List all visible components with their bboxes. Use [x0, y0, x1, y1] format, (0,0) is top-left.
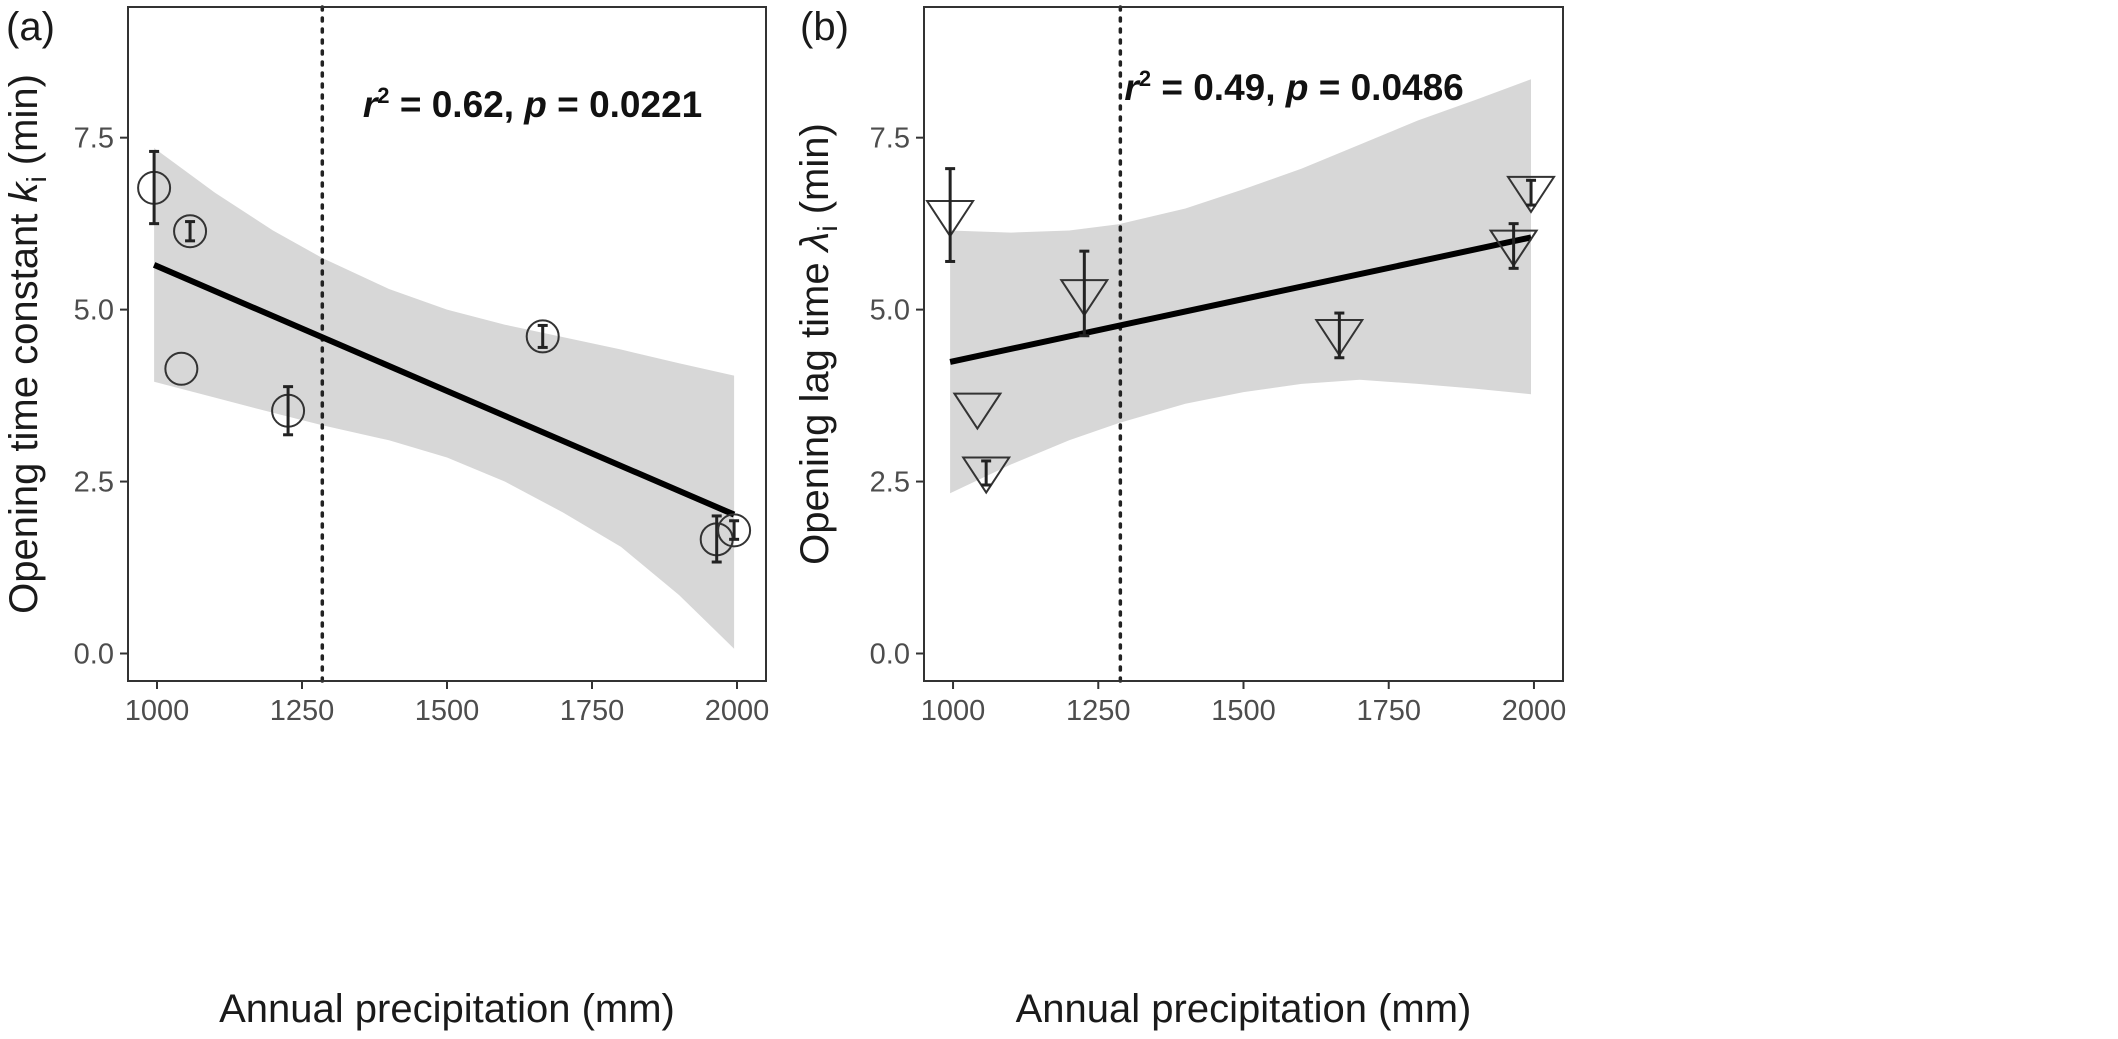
error-bar [1508, 222, 1519, 270]
stat-r-superscript: 2 [1139, 66, 1151, 91]
data-point [525, 319, 560, 354]
error-bar [1334, 311, 1345, 360]
y-tick-label: 2.5 [870, 467, 910, 499]
x-tick-label: 1500 [1211, 695, 1276, 727]
error-bar [185, 220, 196, 243]
stat-r-value: = 0.49, [1151, 67, 1286, 108]
y-tick-label: 2.5 [74, 467, 114, 499]
panel-a: 1000 1250 1500 1750 2000 0.0 2.5 5.0 7.5 Annual p… [2, 5, 769, 1031]
y-axis-title-subscript: i [812, 225, 843, 231]
data-point [952, 392, 1003, 431]
stat-p-symbol: p [1285, 67, 1309, 108]
regression-line [949, 234, 1532, 365]
y-axis-title-prefix: Opening lag time [793, 251, 837, 565]
x-tick-label: 1000 [921, 695, 986, 727]
stat-r-symbol: r [1124, 67, 1141, 108]
data-point [1506, 175, 1556, 214]
error-bar [945, 167, 956, 263]
stat-r-symbol: r [363, 84, 380, 125]
data-point [164, 351, 199, 386]
stat-p-value: = 0.0221 [547, 84, 702, 125]
x-tick-label: 1250 [1066, 695, 1131, 727]
regression-line [152, 262, 736, 518]
y-axis-title-prefix: Opening time constant [2, 203, 46, 614]
panel-label: (b) [800, 5, 849, 49]
y-tick-label: 7.5 [870, 123, 910, 155]
x-tick-label: 2000 [1502, 695, 1567, 727]
stat-p-symbol: p [523, 84, 547, 125]
data-point [961, 456, 1012, 495]
error-bar [1526, 178, 1537, 207]
y-axis-title: Opening time constant ki (min) [2, 74, 52, 614]
y-axis-title-symbol: λ [793, 232, 837, 254]
y-tick-label: 5.0 [870, 295, 910, 327]
confidence-band [154, 148, 735, 649]
y-axis-title-suffix: (min) [793, 123, 837, 225]
panel-b: 1000 1250 1500 1750 2000 0.0 2.5 5.0 7.5 Annual p… [793, 5, 1566, 1031]
stat-annotation: r2 = 0.62, p = 0.0221 [363, 83, 702, 125]
x-tick-label: 2000 [705, 695, 770, 727]
x-tick-label: 1500 [415, 695, 480, 727]
stat-annotation: r2 = 0.49, p = 0.0486 [1124, 66, 1463, 108]
y-tick-label: 5.0 [74, 295, 114, 327]
error-bar [537, 323, 548, 349]
y-tick-label: 0.0 [74, 638, 114, 670]
y-tick-label: 0.0 [870, 638, 910, 670]
error-bar [1079, 249, 1090, 338]
y-axis-title-subscript: i [21, 176, 52, 182]
y-axis-title: Opening lag time λi (min) [793, 123, 843, 565]
x-tick-label: 1250 [270, 695, 335, 727]
data-point [717, 513, 752, 548]
stat-r-value: = 0.62, [390, 84, 525, 125]
panel-label: (a) [6, 5, 55, 49]
confidence-band [950, 79, 1531, 494]
x-axis-title: Annual precipitation (mm) [219, 987, 675, 1031]
error-bar [283, 385, 294, 437]
error-bar [711, 514, 722, 564]
data-point [173, 214, 208, 249]
error-bar [149, 149, 160, 226]
y-axis-title-suffix: (min) [2, 74, 46, 176]
x-tick-label: 1750 [560, 695, 625, 727]
x-tick-label: 1750 [1356, 695, 1421, 727]
x-tick-label: 1000 [125, 695, 190, 727]
y-axis-title-symbol: k [2, 181, 46, 203]
stat-p-value: = 0.0486 [1308, 67, 1463, 108]
stat-r-superscript: 2 [377, 83, 389, 108]
error-bar [729, 519, 740, 541]
error-bar [981, 459, 992, 487]
x-axis-title: Annual precipitation (mm) [1016, 987, 1472, 1031]
y-tick-label: 7.5 [74, 123, 114, 155]
